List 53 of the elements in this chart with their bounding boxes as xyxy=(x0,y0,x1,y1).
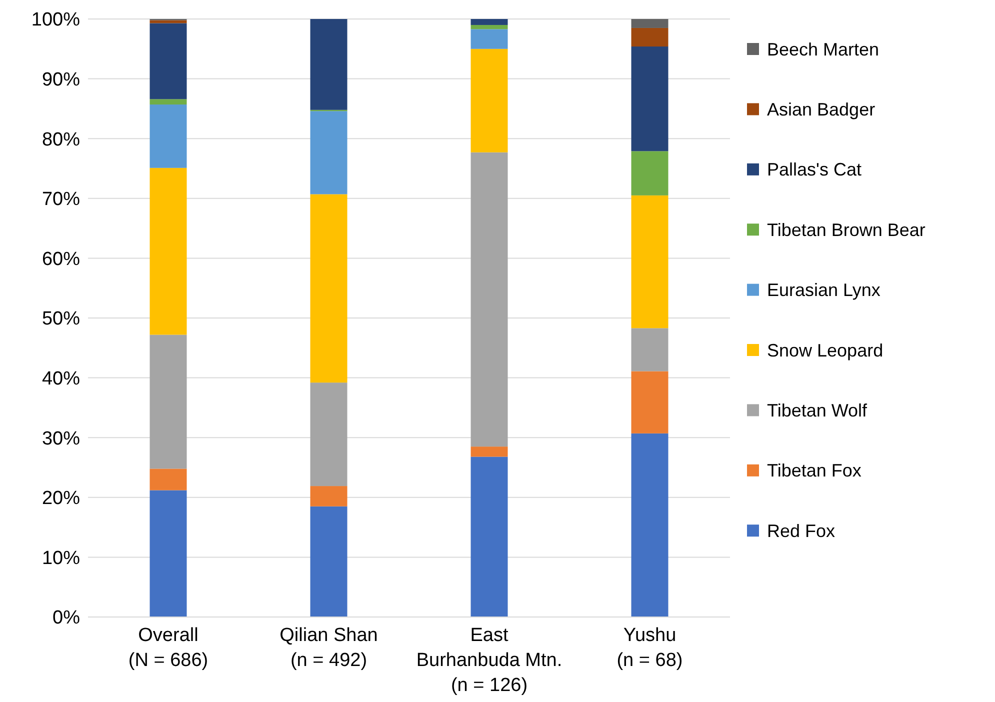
bar xyxy=(310,486,348,506)
y-tick-label: 100% xyxy=(31,10,80,31)
y-tick-label: 50% xyxy=(42,308,80,330)
bar xyxy=(631,28,668,47)
bar xyxy=(310,382,348,486)
x-tick-label: Qilian Shan (n = 492) xyxy=(280,625,378,671)
bar xyxy=(631,46,668,152)
bar xyxy=(631,19,668,28)
bar xyxy=(631,371,668,434)
bar xyxy=(470,48,508,152)
bar xyxy=(470,19,508,25)
bar xyxy=(150,168,187,335)
bar xyxy=(150,20,187,24)
y-tick-label: 70% xyxy=(42,189,80,210)
y-tick-label: 60% xyxy=(42,248,80,270)
legend-label: Eurasian Lynx xyxy=(767,280,880,300)
bar xyxy=(310,506,348,617)
bar xyxy=(470,152,508,447)
legend-label: Beech Marten xyxy=(767,39,880,60)
bar xyxy=(470,24,508,30)
x-tick-label: East Burhanbuda Mtn. (n = 126) xyxy=(416,625,562,696)
bar xyxy=(470,446,508,457)
bar xyxy=(631,328,668,372)
bar xyxy=(310,19,348,110)
y-tick-label: 80% xyxy=(42,129,80,150)
bar xyxy=(310,194,348,383)
legend-label: Asian Badger xyxy=(767,100,876,120)
x-tick-label: Overall (N = 686) xyxy=(128,625,208,671)
bar xyxy=(631,433,668,617)
legend-label: Tibetan Wolf xyxy=(767,400,868,420)
bar xyxy=(631,195,668,328)
y-tick-label: 40% xyxy=(42,368,80,390)
legend-label: Snow Leopard xyxy=(767,340,884,360)
bar xyxy=(150,23,187,100)
bar xyxy=(150,104,187,168)
x-tick-label: Yushu (n = 68) xyxy=(616,625,683,671)
bar xyxy=(150,99,187,105)
bar xyxy=(150,490,187,617)
y-tick-label: 30% xyxy=(42,428,80,450)
legend-label: Pallas's Cat xyxy=(767,160,862,180)
bar xyxy=(310,111,348,194)
y-tick-label: 20% xyxy=(42,488,80,510)
y-tick-label: 10% xyxy=(42,548,80,569)
legend-label: Red Fox xyxy=(767,520,836,541)
y-tick-label: 90% xyxy=(42,69,80,90)
bar xyxy=(470,29,508,49)
bar xyxy=(470,456,508,617)
y-tick-label: 0% xyxy=(52,608,80,629)
legend-label: Tibetan Brown Bear xyxy=(767,220,926,240)
bar xyxy=(150,334,187,469)
legend-label: Tibetan Fox xyxy=(767,460,862,481)
bar xyxy=(631,151,668,196)
bar xyxy=(150,468,187,490)
